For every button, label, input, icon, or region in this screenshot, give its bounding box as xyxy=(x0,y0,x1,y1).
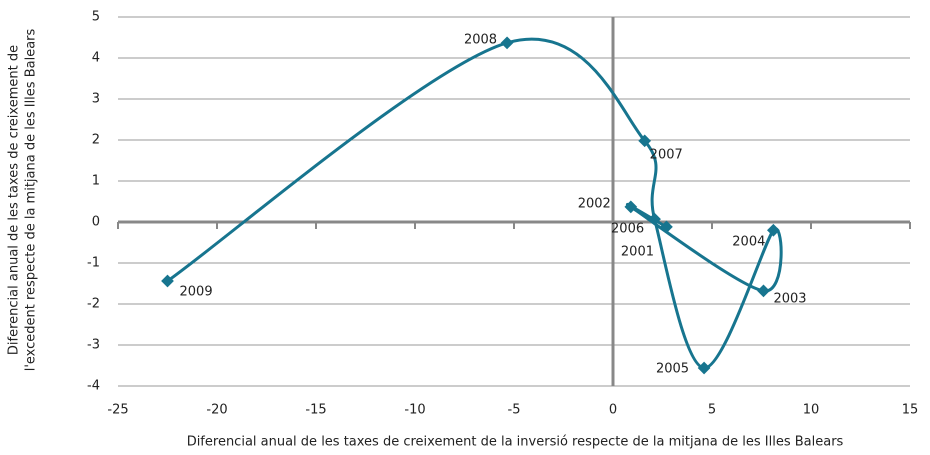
point-label: 2007 xyxy=(650,147,683,162)
point xyxy=(500,36,514,50)
point-label: 2001 xyxy=(621,244,654,259)
y-tick-label: 5 xyxy=(92,10,100,25)
x-tick-label: -20 xyxy=(206,403,227,418)
point xyxy=(161,274,174,288)
x-tick-label: -15 xyxy=(305,403,326,418)
point-label: 2003 xyxy=(773,291,806,306)
x-tick-label: 5 xyxy=(708,403,716,418)
point-label: 2006 xyxy=(611,222,644,237)
x-tick-label: -10 xyxy=(404,403,425,418)
line xyxy=(166,37,783,370)
y-axis-title: Diferencial anual de les taxes de creixe… xyxy=(7,45,22,355)
x-tick-label: 10 xyxy=(803,403,820,418)
point xyxy=(757,284,770,298)
x-axis-title: Diferencial anual de les taxes de creixe… xyxy=(187,435,844,450)
point-label: 2002 xyxy=(578,196,611,211)
x-tick-label: 0 xyxy=(609,403,617,418)
y-tick-label: -3 xyxy=(87,338,100,353)
point-label: 2008 xyxy=(464,32,497,47)
point-label: 2004 xyxy=(732,235,765,250)
point-label: 2005 xyxy=(656,361,689,376)
y-axis-title: l'excedent respecte de la mitjana de les… xyxy=(24,28,39,371)
y-tick-label: 2 xyxy=(92,133,100,148)
y-tick-label: 0 xyxy=(92,215,100,230)
x-tick-label: -25 xyxy=(107,403,128,418)
x-tick-label: 15 xyxy=(902,403,919,418)
y-tick-label: -4 xyxy=(87,379,100,394)
y-tick-label: -2 xyxy=(87,297,100,312)
y-tick-label: 3 xyxy=(92,92,100,107)
y-tick-label: 1 xyxy=(92,174,100,189)
y-tick-label: 4 xyxy=(92,51,100,66)
x-tick-label: -5 xyxy=(508,403,521,418)
point xyxy=(697,361,711,375)
point-label: 2009 xyxy=(180,285,213,300)
y-tick-label: -1 xyxy=(87,256,100,271)
